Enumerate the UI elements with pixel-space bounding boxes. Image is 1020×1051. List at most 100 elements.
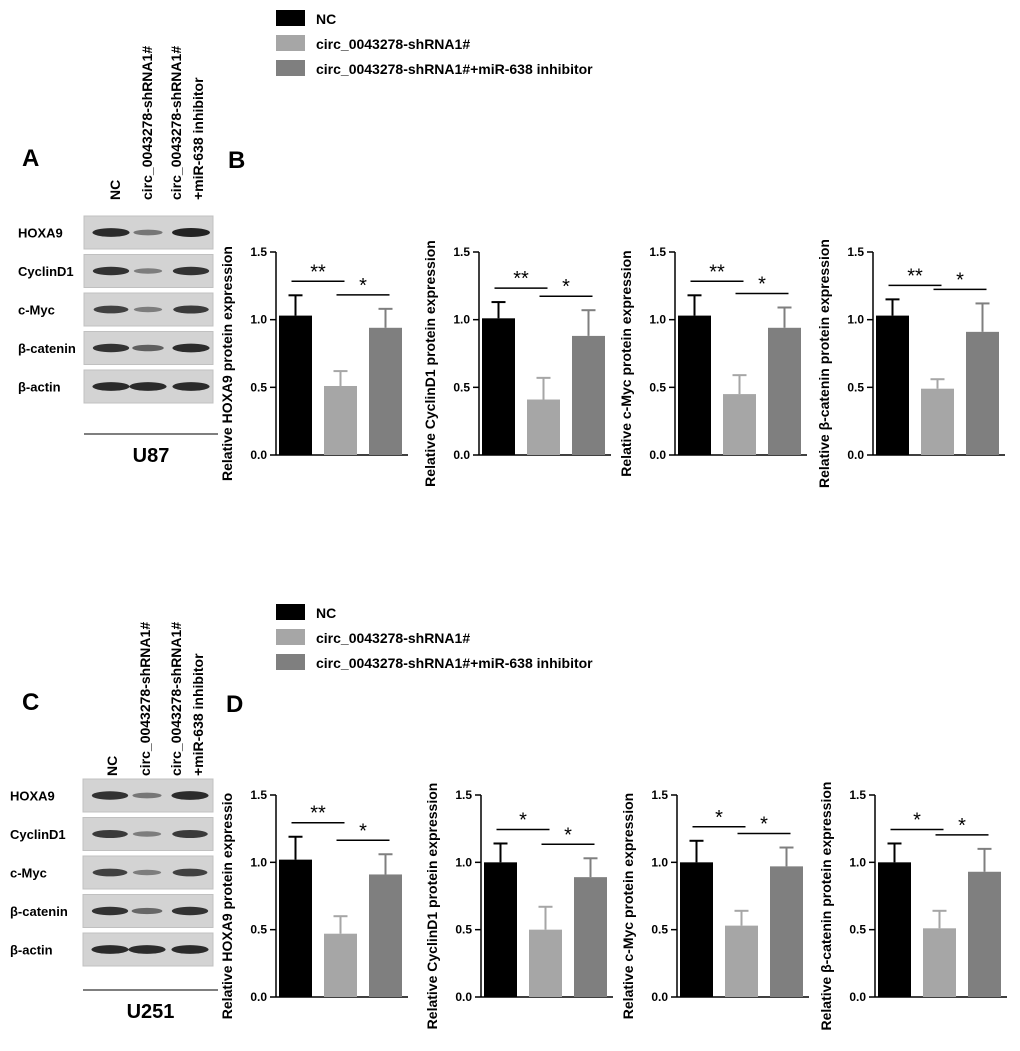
- significance-marker: *: [359, 820, 367, 842]
- y-tick-label: 1.5: [847, 245, 864, 259]
- bar: [324, 385, 357, 455]
- blot-band: [129, 382, 167, 391]
- bar: [768, 327, 801, 455]
- blot-column-label: +miR-638 inhibitor: [190, 77, 206, 200]
- chart-7: 0.0 0.5 1.0 1.5 Relative c-Myc protein expre…: [620, 788, 809, 1019]
- y-tick-label: 1.0: [453, 313, 470, 327]
- panel-label: C: [22, 689, 39, 716]
- chart-1: 0.0 0.5 1.0 1.5 Relative HOXA9 protein expre…: [219, 245, 408, 481]
- y-tick-label: 1.5: [455, 788, 472, 802]
- blot-band: [172, 382, 210, 391]
- blot-row-label: β-actin: [10, 943, 53, 958]
- blot-row-label: HOXA9: [18, 226, 63, 241]
- western-blot-u251: C NC circ_0043278-shRNA1# circ_0043278-shRN…: [10, 622, 218, 1023]
- y-tick-label: 0.5: [250, 380, 267, 394]
- cell-line-label: U87: [133, 445, 170, 467]
- y-tick-label: 0.5: [250, 923, 267, 937]
- blot-row-label: HOXA9: [10, 789, 55, 804]
- significance-marker: *: [913, 809, 921, 831]
- blot-band: [133, 229, 163, 236]
- y-tick-label: 0.0: [849, 990, 866, 1004]
- significance-marker: **: [907, 265, 923, 287]
- blot-band: [132, 869, 162, 876]
- legend-bottom: NC circ_0043278-shRNA1# circ_0043278-shRNA…: [276, 604, 593, 671]
- y-tick-label: 0.0: [455, 990, 472, 1004]
- bar-charts: 0.0 0.5 1.0 1.5 Relative HOXA9 protein expre…: [219, 239, 1007, 1030]
- blot-column-label: circ_0043278-shRNA1#: [168, 46, 184, 200]
- blot-band: [171, 906, 209, 916]
- blot-column-label: NC: [107, 180, 123, 200]
- blot-band: [91, 791, 129, 800]
- panel-label-b: B: [228, 147, 245, 174]
- blot-band: [92, 228, 130, 237]
- significance-marker: *: [758, 273, 766, 295]
- y-tick-label: 1.0: [649, 313, 666, 327]
- significance-marker: *: [958, 815, 966, 837]
- bar: [725, 925, 758, 997]
- y-tick-label: 0.5: [651, 923, 668, 937]
- y-tick-label: 0.5: [847, 380, 864, 394]
- bar: [876, 315, 909, 455]
- y-tick-label: 1.5: [453, 245, 470, 259]
- chart-4: 0.0 0.5 1.0 1.5 Relative β-catenin protein e…: [816, 239, 1005, 488]
- bar: [878, 862, 911, 997]
- y-tick-label: 0.0: [250, 448, 267, 462]
- significance-marker: **: [513, 268, 529, 290]
- legend-label: NC: [316, 11, 336, 27]
- y-tick-label: 1.0: [847, 313, 864, 327]
- y-tick-label: 1.0: [849, 855, 866, 869]
- blot-band: [132, 792, 162, 799]
- bar: [527, 399, 560, 455]
- chart-3: 0.0 0.5 1.0 1.5 Relative c-Myc protein expre…: [618, 245, 807, 477]
- y-tick-label: 1.5: [849, 788, 866, 802]
- y-tick-label: 1.0: [651, 855, 668, 869]
- bar: [966, 331, 999, 455]
- y-axis-label: Relative CyclinD1 protein expression: [422, 240, 438, 487]
- blot-band: [133, 306, 163, 313]
- significance-marker: *: [760, 814, 768, 836]
- blot-band: [128, 945, 166, 954]
- y-axis-label: Relative β-catenin protein expression: [816, 239, 832, 488]
- bar: [572, 335, 605, 455]
- blot-band: [92, 829, 128, 839]
- y-tick-label: 1.0: [455, 855, 472, 869]
- legend-label: circ_0043278-shRNA1#+miR-638 inhibitor: [316, 61, 593, 77]
- bar: [279, 859, 312, 997]
- significance-marker: **: [310, 803, 326, 825]
- blot-row-label: CyclinD1: [10, 827, 66, 842]
- blot-band: [171, 791, 209, 800]
- bar: [574, 877, 607, 997]
- panel-label: A: [22, 145, 39, 172]
- blot-row-label: β-catenin: [18, 341, 76, 356]
- y-tick-label: 0.0: [250, 990, 267, 1004]
- blot-band: [92, 868, 128, 877]
- chart-6: 0.0 0.5 1.0 1.5 Relative CyclinD1 protein ex…: [424, 783, 613, 1029]
- y-tick-label: 0.5: [649, 380, 666, 394]
- bar: [279, 315, 312, 455]
- y-tick-label: 0.5: [453, 380, 470, 394]
- blot-band: [92, 382, 130, 391]
- bar: [968, 871, 1001, 997]
- significance-marker: **: [709, 261, 725, 283]
- blot-band: [93, 305, 129, 314]
- blot-column-label: circ_0043278-shRNA1#: [139, 46, 155, 200]
- blot-band: [92, 266, 130, 276]
- y-axis-label: Relative c-Myc protein expression: [618, 250, 634, 476]
- bar: [680, 862, 713, 997]
- y-axis-label: Relative c-Myc protein expression: [620, 793, 636, 1019]
- bar: [482, 318, 515, 455]
- bar: [723, 394, 756, 455]
- y-tick-label: 1.5: [250, 788, 267, 802]
- legend-top: NC circ_0043278-shRNA1# circ_0043278-shRNA…: [276, 10, 593, 77]
- y-axis-label: Relative HOXA9 protein expressio: [219, 793, 235, 1019]
- legend-swatch: [276, 35, 305, 51]
- chart-2: 0.0 0.5 1.0 1.5 Relative CyclinD1 protein ex…: [422, 240, 611, 487]
- significance-marker: *: [519, 809, 527, 831]
- blot-band: [173, 305, 209, 314]
- significance-marker: *: [359, 275, 367, 297]
- bar: [529, 929, 562, 997]
- significance-marker: **: [310, 261, 326, 283]
- y-tick-label: 0.0: [847, 448, 864, 462]
- legend-swatch: [276, 654, 305, 670]
- significance-marker: *: [956, 269, 964, 291]
